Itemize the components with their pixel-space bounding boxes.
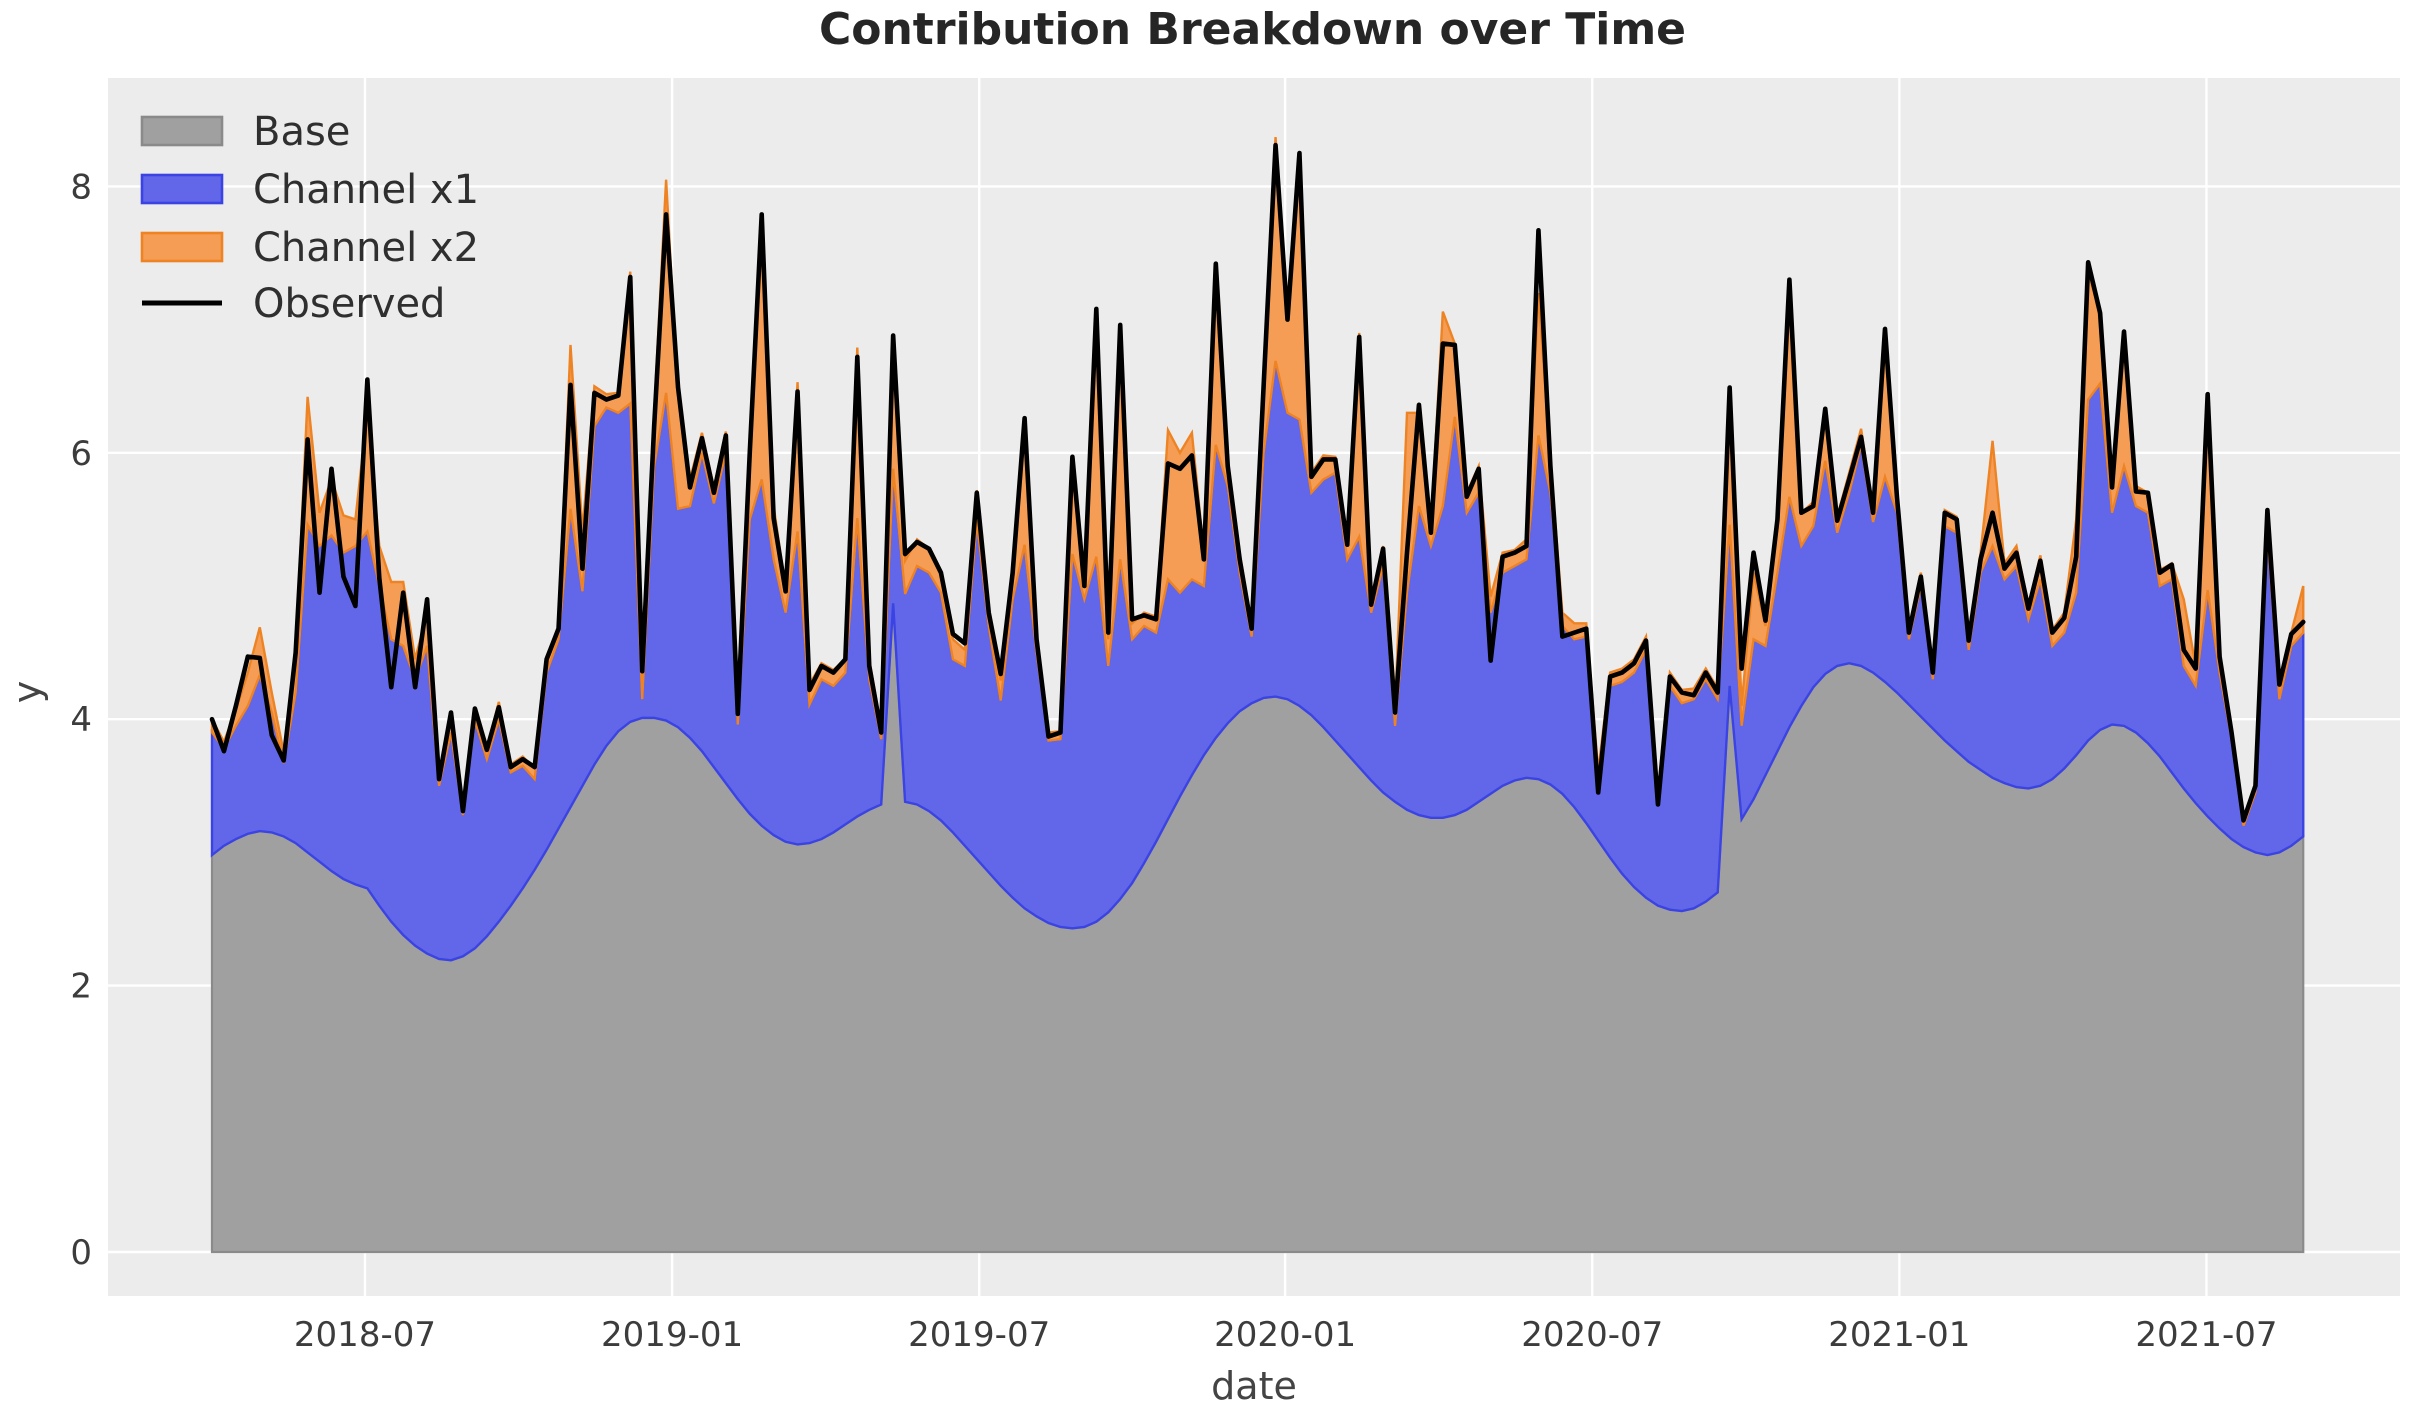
legend-label: Base [253,109,350,155]
x-axis-label: date [1211,1364,1297,1408]
x-tick-label-2019-01: 2019-01 [601,1315,743,1355]
legend-item-channel-x1: Channel x1 [140,167,479,213]
legend-item-base: Base [140,109,350,155]
legend-label: Channel x2 [253,225,479,271]
y-tick-label-6: 6 [70,434,92,474]
legend-label: Channel x1 [253,167,479,213]
y-tick-label-4: 4 [70,700,92,740]
legend-swatch-icon [140,173,224,205]
x-tick-label-2018-07: 2018-07 [294,1315,436,1355]
chart-title: Contribution Breakdown over Time [818,4,1687,55]
x-tick-label-2021-01: 2021-01 [1828,1315,1970,1355]
legend: Base Channel x1 Channel x2 Observed [140,109,479,327]
legend-swatch-icon [140,115,224,147]
x-tick-label-2020-07: 2020-07 [1521,1315,1663,1355]
y-axis-label: y [5,681,49,704]
legend-item-channel-x2: Channel x2 [140,225,479,271]
legend-item-observed: Observed [142,281,445,327]
legend-swatch-icon [140,231,224,263]
observed-line [209,142,2306,823]
y-tick-label-0: 0 [70,1233,92,1273]
x-tick-label-2019-07: 2019-07 [908,1315,1050,1355]
y-tick-label-8: 8 [70,167,92,207]
x-tick-label-2020-01: 2020-01 [1214,1315,1356,1355]
x-tick-label-2021-07: 2021-07 [2135,1315,2277,1355]
y-tick-label-2: 2 [70,967,92,1007]
legend-label: Observed [253,281,445,327]
